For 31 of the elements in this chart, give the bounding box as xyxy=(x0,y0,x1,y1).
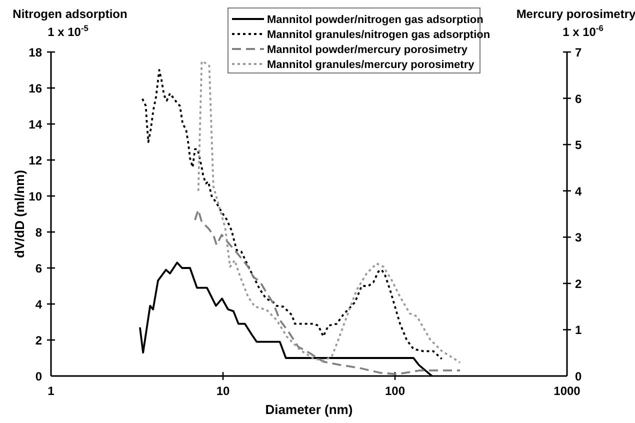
x-tick-label: 100 xyxy=(384,384,406,398)
y2-tick-label: 6 xyxy=(575,92,582,106)
y-tick-label: 16 xyxy=(28,82,42,96)
y2-tick-label: 2 xyxy=(575,276,582,291)
y2-tick-label: 1 xyxy=(575,323,582,338)
legend-label: Mannitol powder/mercury porosimetry xyxy=(267,44,468,56)
y-tick-label: 8 xyxy=(35,226,42,240)
y-tick-label: 6 xyxy=(35,262,42,276)
x-axis-title: Diameter (nm) xyxy=(265,402,353,417)
y-tick-label: 2 xyxy=(35,334,42,348)
y-tick-label: 0 xyxy=(35,370,42,384)
y2-tick-label: 0 xyxy=(575,370,582,384)
y2-tick-label: 3 xyxy=(575,230,582,245)
text: Nitrogen adsorption xyxy=(12,7,128,21)
text: 1 x 10$^{-5}$ xyxy=(48,23,89,39)
x-tick-label: 10 xyxy=(216,384,230,398)
y-tick-label: 18 xyxy=(28,46,42,60)
y-tick-label: 14 xyxy=(28,118,42,132)
y-tick-label: 4 xyxy=(35,298,42,312)
legend-label: Mannitol granules/mercury porosimetry xyxy=(267,59,476,71)
legend-label: Mannitol powder/nitrogen gas adsorption xyxy=(267,14,484,26)
y-tick-label: 10 xyxy=(28,190,42,204)
text: 1 x 10$^{-6}$ xyxy=(562,23,604,39)
y-axis-title: dV/dD (ml/nm) xyxy=(12,170,27,258)
legend-label: Mannitol granules/nitrogen gas adsorption xyxy=(267,29,490,41)
y2-tick-label: 7 xyxy=(575,46,582,60)
x-tick-label: 1 xyxy=(48,384,55,398)
y2-tick-label: 5 xyxy=(575,138,582,152)
y2-tick-label: 4 xyxy=(575,184,582,198)
y-tick-label: 12 xyxy=(28,154,42,168)
x-tick-label: 1000 xyxy=(554,384,581,398)
